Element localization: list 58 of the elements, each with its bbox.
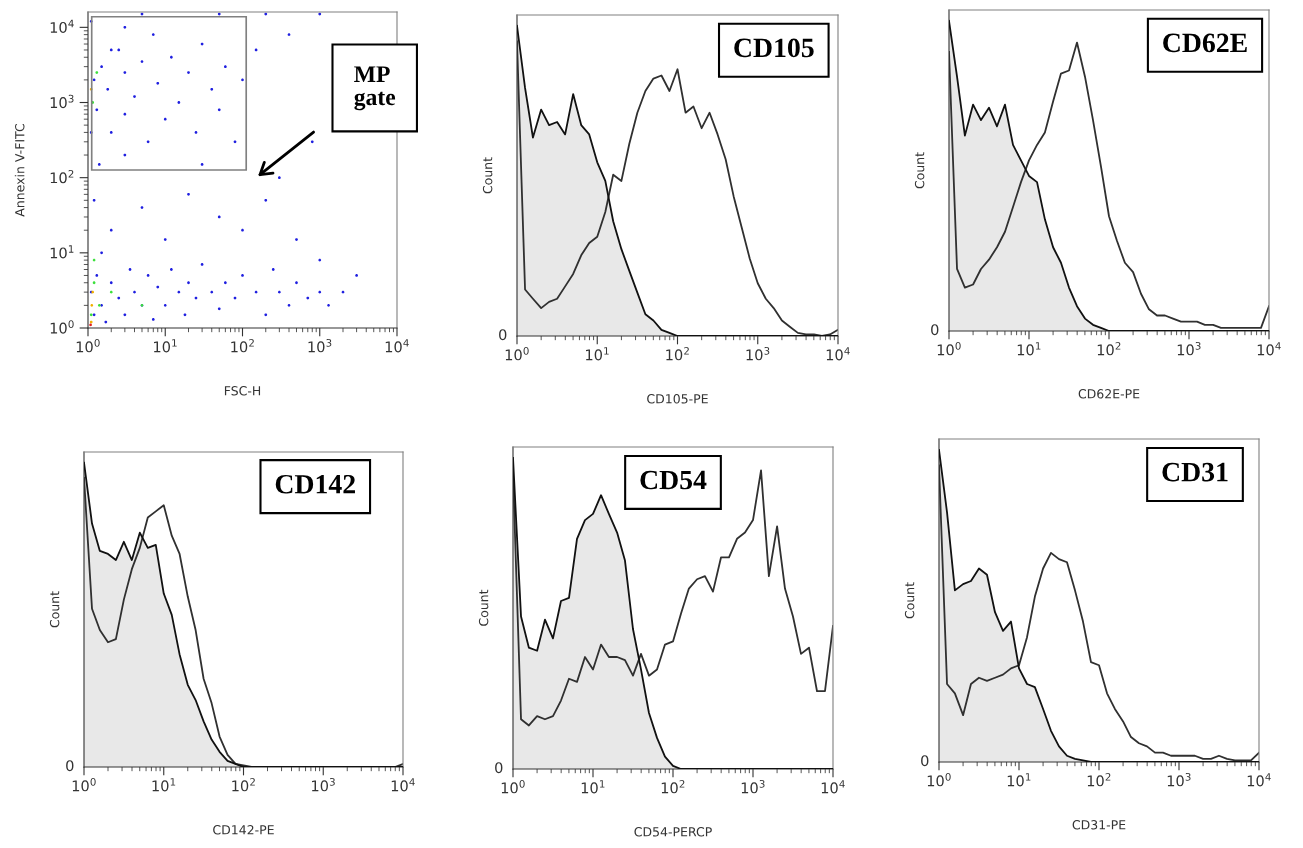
x-tick-label: 10$^{4}$ xyxy=(391,778,415,792)
x-tick-label: 10$^{4}$ xyxy=(1247,773,1271,787)
x-tick-label: 10$^{3}$ xyxy=(1177,342,1201,356)
chart-title: CD62E xyxy=(1163,33,1247,53)
x-tick-label: 10$^{3}$ xyxy=(741,780,765,794)
chart-title: CD142 xyxy=(275,474,355,494)
y-axis-title: Count xyxy=(914,152,925,189)
x-tick-label: 10$^{2}$ xyxy=(232,778,255,792)
x-tick-label: 10$^{4}$ xyxy=(385,339,409,353)
x-axis-title: CD54-PERCP xyxy=(634,827,712,837)
x-tick-label: 10$^{3}$ xyxy=(1167,773,1191,787)
chart-title: CD31 xyxy=(1162,462,1228,482)
y-axis-title: Count xyxy=(49,591,60,628)
x-axis-title: FSC-H xyxy=(224,386,261,396)
y-axis-title: Count xyxy=(482,157,493,194)
x-tick-label: 10$^{1}$ xyxy=(581,780,605,794)
text: 0 xyxy=(495,762,503,774)
x-tick-label: 10$^{3}$ xyxy=(312,778,335,792)
y-tick-label: 10$^{0}$ xyxy=(50,320,74,334)
text: 0 xyxy=(921,755,929,767)
x-axis-title: CD62E-PE xyxy=(1078,389,1140,399)
x-tick-label: 10$^{2}$ xyxy=(231,339,254,353)
x-tick-label: 10$^{2}$ xyxy=(1097,342,1121,356)
x-tick-label: 10$^{0}$ xyxy=(72,778,96,792)
text: 0 xyxy=(499,329,507,341)
y-tick-label: 10$^{1}$ xyxy=(50,245,74,259)
text: 0 xyxy=(66,760,74,772)
x-tick-label: 10$^{0}$ xyxy=(505,347,529,361)
annotation: MP gate xyxy=(354,66,396,111)
x-tick-label: 10$^{1}$ xyxy=(154,339,177,353)
x-tick-label: 10$^{0}$ xyxy=(937,342,961,356)
chart-title: CD54 xyxy=(640,470,707,490)
y-axis-title: Annexin V-FITC xyxy=(14,123,25,217)
x-tick-label: 10$^{0}$ xyxy=(501,780,525,794)
x-tick-label: 10$^{4}$ xyxy=(821,780,845,794)
x-tick-label: 10$^{0}$ xyxy=(76,339,100,353)
y-tick-label: 10$^{3}$ xyxy=(50,94,74,109)
x-tick-label: 10$^{1}$ xyxy=(586,347,609,361)
y-axis-title: Count xyxy=(904,582,915,619)
y-tick-label: 10$^{4}$ xyxy=(50,19,74,33)
x-tick-label: 10$^{2}$ xyxy=(661,780,685,794)
x-tick-label: 10$^{3}$ xyxy=(308,339,332,353)
x-tick-label: 10$^{1}$ xyxy=(1007,773,1031,787)
x-tick-label: 10$^{0}$ xyxy=(927,773,951,787)
x-tick-label: 10$^{3}$ xyxy=(746,347,770,361)
x-axis-title: CD105-PE xyxy=(647,394,708,404)
x-tick-label: 10$^{4}$ xyxy=(1257,342,1281,356)
x-tick-label: 10$^{2}$ xyxy=(1087,773,1111,787)
chart-title: CD105 xyxy=(734,38,814,58)
y-axis-title: Count xyxy=(478,589,489,626)
text: 0 xyxy=(931,324,939,336)
x-axis-title: CD31-PE xyxy=(1072,820,1126,830)
x-tick-label: 10$^{4}$ xyxy=(826,347,850,361)
x-tick-label: 10$^{1}$ xyxy=(1017,342,1041,356)
y-tick-label: 10$^{2}$ xyxy=(50,169,74,184)
x-tick-label: 10$^{2}$ xyxy=(666,347,689,361)
x-tick-label: 10$^{1}$ xyxy=(152,778,176,792)
x-axis-title: CD142-PE xyxy=(213,825,274,835)
